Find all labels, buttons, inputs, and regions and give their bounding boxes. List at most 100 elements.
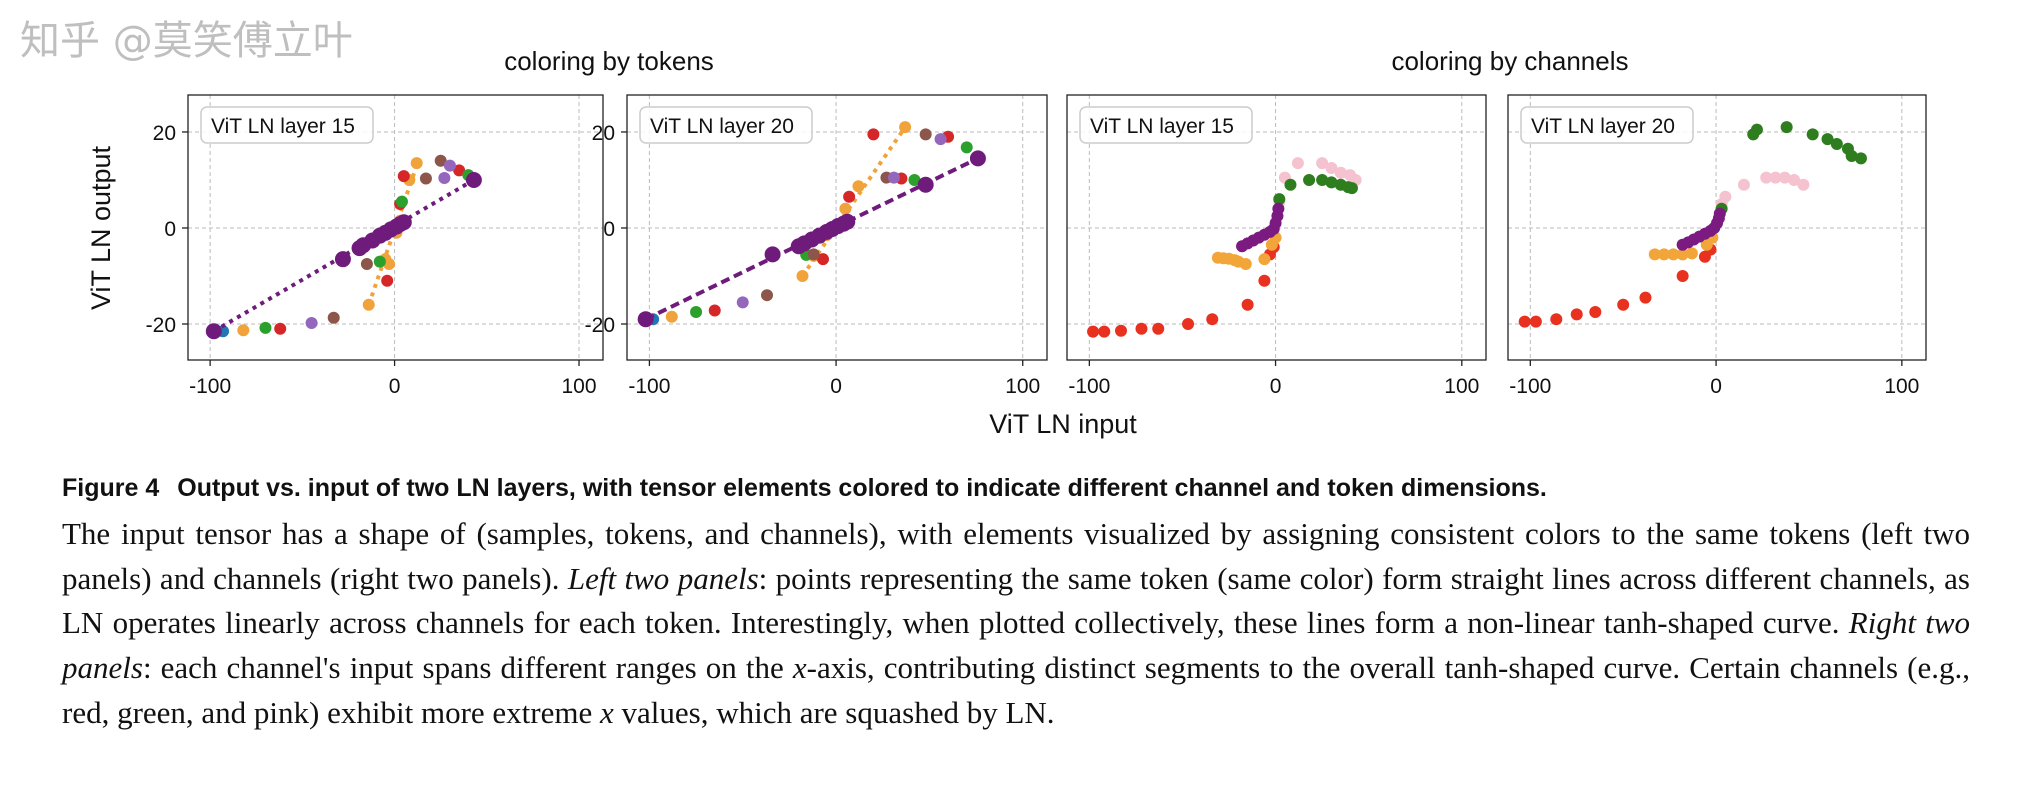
data-point (1845, 149, 1858, 162)
data-point (443, 159, 456, 172)
data-point (1241, 298, 1254, 311)
y-tick-label: 20 (153, 122, 176, 145)
data-point (1087, 325, 1100, 338)
panel-legend: ViT LN layer 20 (639, 106, 813, 144)
legend-label: ViT LN layer 15 (1090, 115, 1234, 138)
panel-frame (1066, 94, 1487, 361)
data-point (434, 154, 447, 167)
data-point (919, 128, 932, 141)
caption-text: : each channel's input spans different r… (142, 650, 793, 686)
data-point (205, 323, 222, 340)
data-point (1182, 317, 1195, 330)
data-point (1325, 161, 1338, 174)
caption-emphasis: Right two panels (62, 605, 1970, 686)
data-point (1284, 178, 1297, 191)
data-point (1206, 313, 1219, 326)
series-trend-line (800, 126, 907, 278)
data-point (381, 274, 394, 287)
data-point (1788, 173, 1801, 186)
y-axis-label: ViT LN output (86, 145, 116, 310)
data-point (1667, 248, 1680, 261)
data-point (969, 150, 986, 167)
data-point (1334, 166, 1347, 179)
data-point (1750, 123, 1763, 136)
data-point (1778, 171, 1791, 184)
data-point (887, 171, 900, 184)
data-point (960, 141, 973, 154)
data-point (1316, 173, 1329, 186)
data-point (665, 310, 678, 323)
group-title: coloring by tokens (504, 46, 714, 76)
panel-frame (187, 94, 604, 361)
data-point (637, 311, 654, 328)
caption-body: The input tensor has a shape of (samples… (62, 512, 1970, 736)
data-point (1258, 253, 1271, 266)
data-point (395, 195, 408, 208)
data-point (465, 171, 482, 188)
data-point (1570, 308, 1583, 321)
data-point (1258, 274, 1271, 287)
data-point (305, 317, 318, 330)
panel-legend: ViT LN layer 15 (1079, 106, 1253, 144)
panel-3: -100 0 100 ViT LN layer 15 (1066, 94, 1487, 398)
panel-4: -100 0 100 ViT LN layer 20 (1507, 94, 1927, 398)
x-tick-label: 0 (1710, 375, 1722, 398)
data-point (1291, 157, 1304, 170)
x-tick-label: 100 (1884, 375, 1919, 398)
data-point (360, 257, 373, 270)
plot-area (637, 121, 986, 328)
data-point (1135, 322, 1148, 335)
data-point (1806, 128, 1819, 141)
caption-title-text: Output vs. input of two LN layers, with … (177, 474, 1547, 502)
data-point (1713, 207, 1726, 220)
panel-frame (626, 94, 1048, 361)
y-tick-label: 0 (603, 218, 615, 241)
panel-legend: ViT LN layer 20 (1520, 106, 1694, 144)
data-point (839, 202, 852, 215)
data-point (1658, 248, 1671, 261)
data-point (807, 248, 820, 261)
data-point (395, 214, 412, 231)
data-point (852, 180, 865, 193)
data-point (899, 121, 912, 134)
x-tick-label: 100 (561, 375, 596, 398)
caption-label: Figure 4 (62, 474, 160, 502)
legend-label: ViT LN layer 20 (1531, 115, 1675, 138)
data-point (397, 170, 410, 183)
data-point (453, 164, 466, 177)
data-point (1685, 247, 1698, 260)
y-tick-label: -20 (146, 314, 176, 337)
plot-area (1518, 121, 1867, 328)
data-point (410, 157, 423, 170)
data-point (764, 246, 781, 263)
data-point (438, 172, 451, 185)
data-point (1345, 182, 1358, 195)
y-tick-label: 20 (592, 122, 615, 145)
data-point (373, 255, 386, 268)
data-point (1797, 178, 1810, 191)
data-point (362, 298, 375, 311)
data-point (1239, 257, 1252, 270)
x-tick-label: 0 (830, 375, 842, 398)
x-axis-label: ViT LN input (989, 409, 1137, 439)
data-point (1550, 313, 1563, 326)
data-point (1676, 248, 1689, 261)
panel-frame (1507, 94, 1927, 361)
data-point (1272, 202, 1285, 215)
y-tick-label: 0 (164, 218, 176, 241)
data-point (867, 128, 880, 141)
data-point (1780, 121, 1793, 134)
data-point (1098, 325, 1111, 338)
caption-emphasis: Left two panels (567, 560, 759, 596)
data-point (839, 213, 856, 230)
caption-text: -axis, contributing distinct segments to… (62, 650, 1970, 730)
caption-text: : points representing the same token (sa… (62, 560, 1971, 641)
caption-math: x (600, 694, 614, 730)
data-point (1648, 248, 1661, 261)
data-point (843, 190, 856, 203)
data-point (690, 305, 703, 318)
figure-panels: coloring by tokens coloring by channels Vi… (86, 46, 1927, 439)
legend-label: ViT LN layer 20 (650, 115, 794, 138)
